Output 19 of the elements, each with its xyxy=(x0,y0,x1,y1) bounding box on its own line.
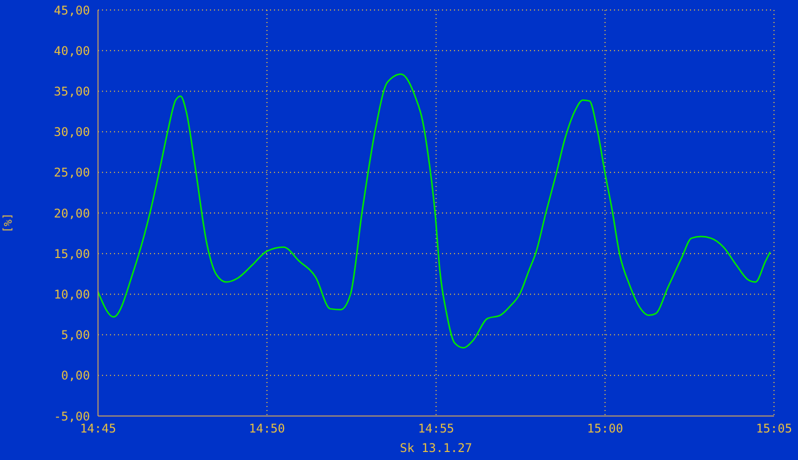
y-tick-label: 45,00 xyxy=(54,3,90,18)
x-tick-label: 15:00 xyxy=(586,422,624,436)
x-tick-label: 14:45 xyxy=(80,422,116,436)
x-tick-label: 14:50 xyxy=(248,422,286,436)
x-axis-title: Sk 13.1.27 xyxy=(400,441,472,455)
y-tick-label: 30,00 xyxy=(54,125,90,140)
y-tick-label: 5,00 xyxy=(61,328,90,342)
y-tick-label: 40,00 xyxy=(54,44,90,58)
y-tick-label: 35,00 xyxy=(54,84,90,98)
y-tick-label: 15,00 xyxy=(54,246,90,261)
y-tick-label: 0,00 xyxy=(61,368,90,383)
y-axis-title: [%] xyxy=(1,213,14,233)
y-tick-label: -5,00 xyxy=(54,409,90,424)
line-series xyxy=(98,73,771,349)
y-tick-label: 20,00 xyxy=(54,206,90,220)
y-tick-label: 10,00 xyxy=(54,287,90,302)
x-tick-label: 14:55 xyxy=(418,422,454,436)
y-tick-label: 25,00 xyxy=(54,166,90,180)
x-tick-label: 15:05 xyxy=(756,422,792,436)
